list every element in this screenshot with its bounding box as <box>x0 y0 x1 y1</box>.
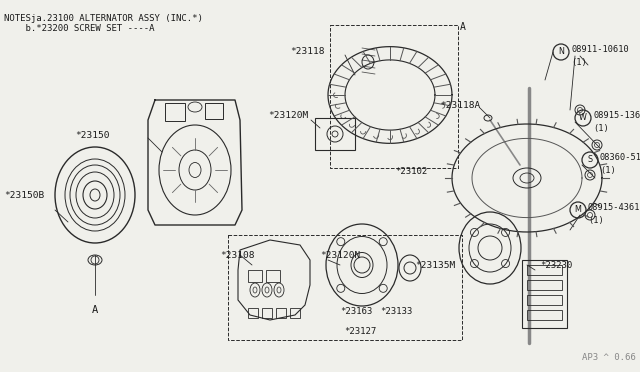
Bar <box>527 310 562 320</box>
Text: (1): (1) <box>571 58 587 67</box>
Text: *23163: *23163 <box>340 308 372 317</box>
Text: *23150B: *23150B <box>4 190 44 199</box>
Bar <box>266 270 280 282</box>
Text: *23118: *23118 <box>290 48 324 57</box>
Bar <box>315 118 355 150</box>
Text: 08915-1361A: 08915-1361A <box>593 112 640 121</box>
Text: NOTESja.23100 ALTERNATOR ASSY (INC.*): NOTESja.23100 ALTERNATOR ASSY (INC.*) <box>4 14 203 23</box>
Text: *23102: *23102 <box>395 167 428 176</box>
Bar <box>527 295 562 305</box>
Text: (1): (1) <box>593 124 609 132</box>
Bar <box>205 103 223 119</box>
Text: *23133: *23133 <box>380 308 412 317</box>
Bar <box>522 260 567 328</box>
Text: A: A <box>92 305 98 315</box>
Text: (1): (1) <box>588 215 604 224</box>
Text: AP3 ^ 0.66: AP3 ^ 0.66 <box>582 353 636 362</box>
Text: *23127: *23127 <box>344 327 376 337</box>
Bar <box>248 270 262 282</box>
Text: *23120N: *23120N <box>320 250 360 260</box>
Bar <box>276 308 286 318</box>
Text: b.*23200 SCREW SET ----A: b.*23200 SCREW SET ----A <box>4 24 154 33</box>
Text: *23150: *23150 <box>75 131 109 140</box>
Text: *23230: *23230 <box>540 260 572 269</box>
Text: *23118A: *23118A <box>440 100 480 109</box>
Text: N: N <box>558 48 564 57</box>
Bar <box>527 265 562 275</box>
Bar <box>165 103 185 121</box>
Text: W: W <box>579 113 587 122</box>
Text: *23120M: *23120M <box>268 110 308 119</box>
Text: (1): (1) <box>600 166 616 174</box>
Bar <box>248 308 258 318</box>
Text: 08915-43610: 08915-43610 <box>588 203 640 212</box>
Text: 08911-10610: 08911-10610 <box>571 45 628 55</box>
Bar <box>262 308 272 318</box>
Text: *23108: *23108 <box>220 250 255 260</box>
Text: 08360-51062: 08360-51062 <box>600 154 640 163</box>
Text: A: A <box>460 22 466 32</box>
Bar <box>290 308 300 318</box>
Bar <box>527 280 562 290</box>
Text: M: M <box>575 205 581 215</box>
Text: *23135M: *23135M <box>415 260 455 269</box>
Text: S: S <box>588 155 593 164</box>
